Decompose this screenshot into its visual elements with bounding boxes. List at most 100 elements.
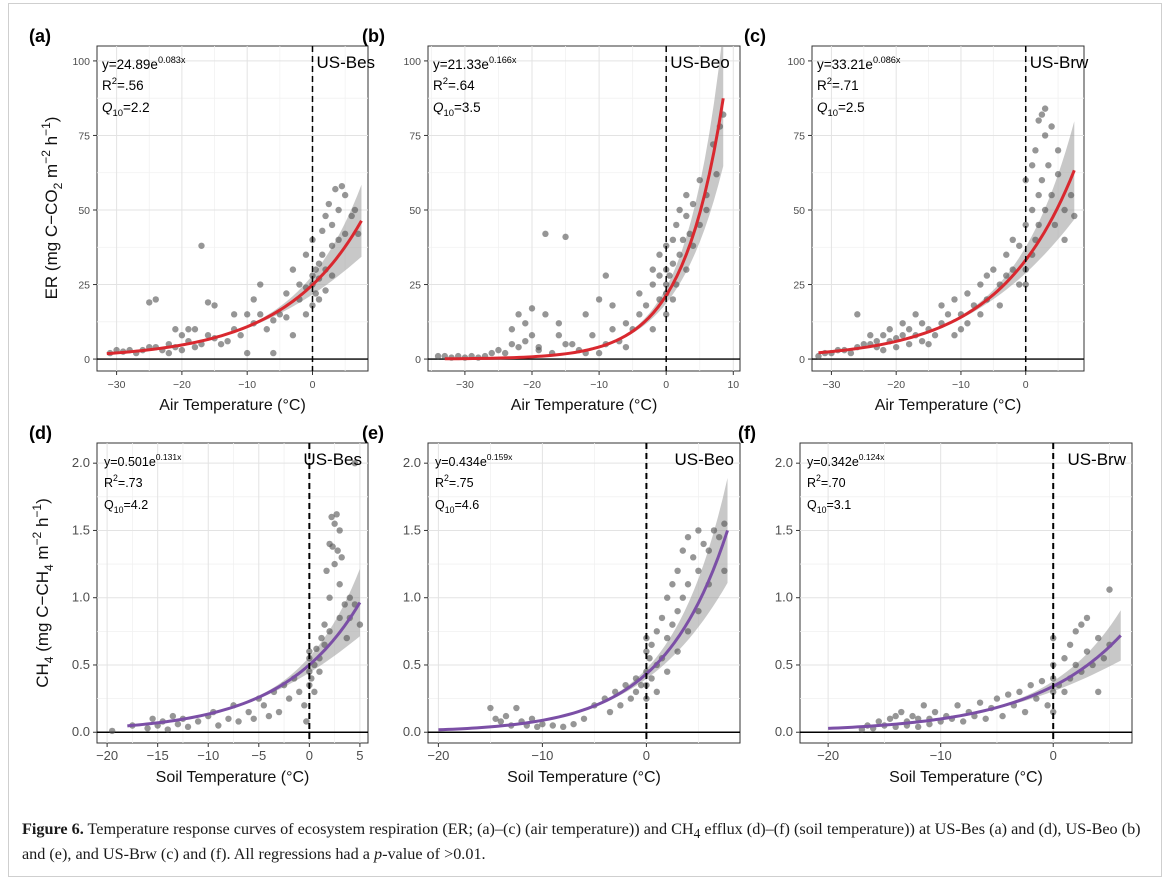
data-point: [1054, 147, 1062, 154]
data-point: [323, 567, 330, 575]
data-point: [892, 712, 899, 720]
data-point: [703, 206, 710, 214]
data-point: [325, 200, 333, 208]
data-point: [695, 527, 702, 534]
x-tick-label: −30: [456, 379, 474, 391]
x-axis-title: Air Temperature (°C): [159, 397, 306, 414]
site-label: US-Brw: [1030, 53, 1089, 72]
x-tick-label: 10: [727, 379, 739, 391]
y-tick-label: 0.5: [403, 657, 421, 672]
data-point: [664, 634, 671, 642]
data-point: [1050, 708, 1057, 716]
data-point: [1009, 236, 1016, 244]
data-point: [622, 320, 630, 327]
data-point: [569, 340, 576, 348]
data-point: [589, 332, 596, 339]
data-point: [674, 607, 681, 615]
data-point: [528, 305, 536, 312]
data-point: [656, 272, 663, 279]
data-point: [243, 311, 251, 318]
data-point: [335, 236, 342, 244]
x-axis-title: Soil Temperature (°C): [889, 769, 1043, 786]
data-point: [674, 648, 681, 655]
data-point: [909, 712, 916, 720]
data-point: [217, 340, 225, 348]
x-tick-label: −20: [887, 379, 905, 391]
data-point: [1100, 655, 1108, 662]
data-point: [959, 718, 967, 725]
data-point: [311, 688, 318, 696]
x-axis-title: Air Temperature (°C): [875, 397, 1022, 414]
data-point: [539, 720, 546, 728]
data-point: [1038, 176, 1046, 184]
y-tick-label: 25: [78, 280, 90, 292]
x-tick-label: 0: [663, 379, 669, 391]
panel-e: −20 −10 0 0.0 0.5 1.0 1.5 2.0 Soil Temperature (…: [362, 423, 741, 786]
data-point: [669, 621, 676, 628]
data-point: [649, 326, 656, 333]
data-point: [996, 302, 1004, 309]
data-point: [649, 266, 656, 273]
data-point: [184, 723, 192, 731]
data-point: [1048, 123, 1055, 130]
data-point: [169, 712, 177, 720]
data-point: [656, 251, 663, 258]
data-point: [108, 727, 116, 735]
site-label: US-Beo: [670, 53, 730, 72]
data-point: [1061, 236, 1068, 244]
site-label: US-Bes: [316, 53, 375, 72]
data-point: [502, 712, 510, 720]
data-point: [957, 326, 965, 333]
panel-d: −20 −15 −10 −5 0 5 0.0 0.5 1.0 1.5 2.0 Soil Tempera…: [29, 423, 369, 786]
data-point: [336, 614, 343, 622]
data-point: [636, 311, 643, 318]
panel-content: [97, 459, 368, 735]
panel-content: [812, 105, 1084, 360]
data-point: [1021, 708, 1029, 716]
data-point: [646, 655, 653, 662]
data-point: [348, 212, 355, 220]
data-point: [289, 332, 297, 339]
data-point: [847, 349, 855, 357]
data-point: [319, 251, 326, 258]
data-point: [1009, 266, 1016, 273]
data-point: [1016, 688, 1023, 696]
x-tick-label: −15: [147, 748, 169, 763]
data-point: [648, 675, 655, 682]
data-point: [964, 290, 971, 297]
data-point: [488, 349, 495, 357]
data-point: [925, 340, 932, 348]
x-tick-label: −10: [238, 379, 256, 391]
data-point: [1071, 212, 1078, 220]
figure-caption: Figure 6. Temperature response curves of…: [22, 819, 1152, 865]
panel-content: [428, 46, 740, 361]
data-point: [302, 251, 310, 258]
data-point: [144, 725, 151, 732]
data-point: [926, 720, 933, 728]
data-point: [172, 326, 179, 333]
data-point: [542, 311, 549, 318]
site-label: US-Beo: [674, 450, 734, 469]
data-point: [570, 720, 577, 728]
data-point: [174, 720, 182, 728]
data-point: [328, 513, 335, 521]
data-point: [225, 715, 232, 722]
data-point: [649, 281, 656, 288]
data-point: [951, 332, 958, 339]
y-axis-title-er: ER (mg C−CO2 m−2 h−1): [39, 117, 65, 300]
site-label: US-Bes: [303, 450, 362, 469]
data-point: [673, 221, 680, 229]
data-point: [1072, 661, 1079, 669]
data-point: [1041, 132, 1049, 139]
data-point: [1050, 688, 1057, 696]
data-point: [622, 681, 629, 689]
data-point: [522, 337, 529, 345]
fit-curve: [127, 601, 362, 728]
data-point: [355, 230, 362, 238]
data-point: [149, 715, 156, 722]
panel-label: (f): [738, 423, 756, 443]
data-point: [331, 520, 338, 527]
data-point: [622, 343, 630, 351]
